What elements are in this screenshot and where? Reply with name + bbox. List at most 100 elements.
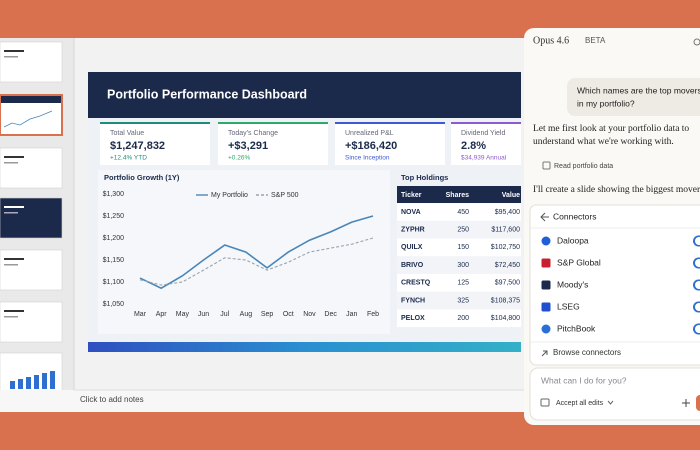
x-tick-label: Feb bbox=[367, 311, 379, 318]
slide-thumbnail[interactable] bbox=[0, 41, 63, 83]
thumb-text bbox=[4, 310, 24, 312]
user-bubble bbox=[567, 78, 700, 116]
x-tick-label: Aug bbox=[240, 311, 253, 318]
thumb-bar bbox=[42, 373, 47, 389]
thumb-text bbox=[4, 258, 24, 260]
assistant-panel: Opus 4.6 BETA Which names are the top mo… bbox=[524, 28, 700, 425]
tool-icon bbox=[542, 161, 551, 170]
toggle-knob bbox=[695, 259, 700, 267]
dropdown-icon[interactable] bbox=[607, 400, 614, 405]
column-header: Ticker bbox=[401, 192, 422, 199]
chart-title: Portfolio Growth (1Y) bbox=[104, 173, 180, 182]
slide-header bbox=[88, 72, 521, 118]
assistant-message: understand what we're working with. bbox=[533, 137, 674, 147]
connector-name[interactable]: S&P Global bbox=[557, 257, 601, 267]
table-cell: 325 bbox=[457, 297, 469, 304]
back-arrow[interactable] bbox=[540, 212, 549, 222]
x-tick-label: Oct bbox=[283, 311, 294, 318]
send-button[interactable] bbox=[696, 395, 700, 411]
table-cell: QUILX bbox=[401, 244, 423, 251]
thumb-header bbox=[1, 96, 61, 103]
assistant-message: Let me first look at your portfolio data… bbox=[533, 123, 689, 134]
connector-icon bbox=[541, 302, 551, 312]
table-cell: FYNCH bbox=[401, 297, 425, 304]
kpi-accent bbox=[100, 122, 210, 124]
slide-thumbnail[interactable] bbox=[0, 301, 63, 343]
input-box[interactable] bbox=[529, 367, 700, 421]
kpi-change: Since Inception bbox=[345, 155, 390, 162]
legend-label: My Portfolio bbox=[211, 192, 248, 199]
table-cell: $97,500 bbox=[495, 280, 520, 287]
connectors-title: Connectors bbox=[553, 211, 596, 221]
y-tick-label: $1,300 bbox=[103, 191, 125, 198]
kpi-card bbox=[451, 122, 521, 165]
user-message: in my portfolio? bbox=[577, 98, 635, 108]
kpi-change: +0.26% bbox=[228, 155, 250, 162]
toggle-knob bbox=[695, 303, 700, 311]
connector-icon bbox=[541, 324, 551, 334]
thumb-text bbox=[4, 264, 18, 266]
table-cell: NOVA bbox=[401, 209, 421, 216]
slide-thumbnail[interactable] bbox=[0, 147, 63, 189]
kpi-label: Unrealized P&L bbox=[345, 130, 394, 137]
connector-name[interactable]: Moody's bbox=[557, 279, 588, 289]
x-tick-label: May bbox=[176, 311, 190, 318]
model-name[interactable]: Opus 4.6 bbox=[533, 35, 569, 46]
accept-edits[interactable]: Accept all edits bbox=[556, 400, 604, 407]
table-cell: $102,750 bbox=[491, 244, 520, 251]
y-tick-label: $1,100 bbox=[103, 279, 125, 286]
connector-name[interactable]: PitchBook bbox=[557, 323, 596, 333]
y-tick-label: $1,200 bbox=[103, 235, 125, 242]
table-cell: BRIVO bbox=[401, 262, 424, 269]
x-tick-label: Jun bbox=[198, 311, 209, 318]
connector-list: Daloopa S&P Global Moody's LSEG PitchBook bbox=[541, 235, 700, 335]
notes-bar bbox=[0, 390, 526, 412]
kpi-value: 2.8% bbox=[461, 140, 486, 152]
y-tick-label: $1,150 bbox=[103, 257, 125, 264]
kpi-label: Today's Change bbox=[228, 130, 278, 137]
tool-call[interactable]: Read portfolio data bbox=[554, 163, 613, 170]
thumb-text bbox=[4, 212, 18, 214]
connector-name[interactable]: Daloopa bbox=[557, 235, 589, 245]
x-tick-label: Mar bbox=[134, 311, 147, 318]
y-tick-label: $1,250 bbox=[103, 213, 125, 220]
thumb-bar bbox=[18, 379, 23, 389]
kpi-change: $34,939 Annual bbox=[461, 155, 507, 162]
x-tick-label: Jan bbox=[346, 311, 357, 318]
input-placeholder[interactable]: What can I do for you? bbox=[541, 375, 627, 385]
table-cell: PELOX bbox=[401, 315, 425, 322]
column-header: Value bbox=[502, 192, 520, 199]
connector-name[interactable]: LSEG bbox=[557, 301, 580, 311]
table-cell: CRESTQ bbox=[401, 280, 431, 287]
kpi-card bbox=[218, 122, 328, 165]
slide-thumbnail[interactable] bbox=[0, 249, 63, 291]
thumb-text bbox=[4, 156, 24, 158]
settings-icon[interactable] bbox=[693, 38, 700, 46]
column-header: Shares bbox=[446, 192, 469, 199]
add-button[interactable] bbox=[682, 399, 690, 407]
table-cell: 250 bbox=[457, 227, 469, 234]
y-tick-label: $1,050 bbox=[103, 301, 125, 308]
table-cell: 150 bbox=[457, 244, 469, 251]
browse-connectors[interactable]: Browse connectors bbox=[553, 348, 621, 357]
kpi-change: +12.4% YTD bbox=[110, 155, 147, 162]
table-row bbox=[397, 203, 521, 221]
beta-badge: BETA bbox=[585, 36, 606, 45]
table-row bbox=[397, 309, 521, 328]
connector-icon bbox=[541, 236, 551, 246]
table-row bbox=[397, 220, 521, 239]
kpi-accent bbox=[218, 122, 328, 124]
kpi-card bbox=[335, 122, 445, 165]
table-header bbox=[397, 186, 521, 203]
slide-thumbnail[interactable] bbox=[0, 197, 63, 239]
toggle-knob bbox=[695, 325, 700, 333]
thumb-bar bbox=[26, 377, 31, 389]
x-tick-label: Sep bbox=[261, 311, 274, 318]
x-tick-label: Apr bbox=[156, 311, 168, 318]
table-row bbox=[397, 238, 521, 257]
notes-placeholder[interactable]: Click to add notes bbox=[80, 395, 144, 404]
toggle-knob bbox=[695, 237, 700, 245]
kpi-value: +$186,420 bbox=[345, 140, 397, 152]
table-cell: $72,450 bbox=[495, 262, 520, 269]
